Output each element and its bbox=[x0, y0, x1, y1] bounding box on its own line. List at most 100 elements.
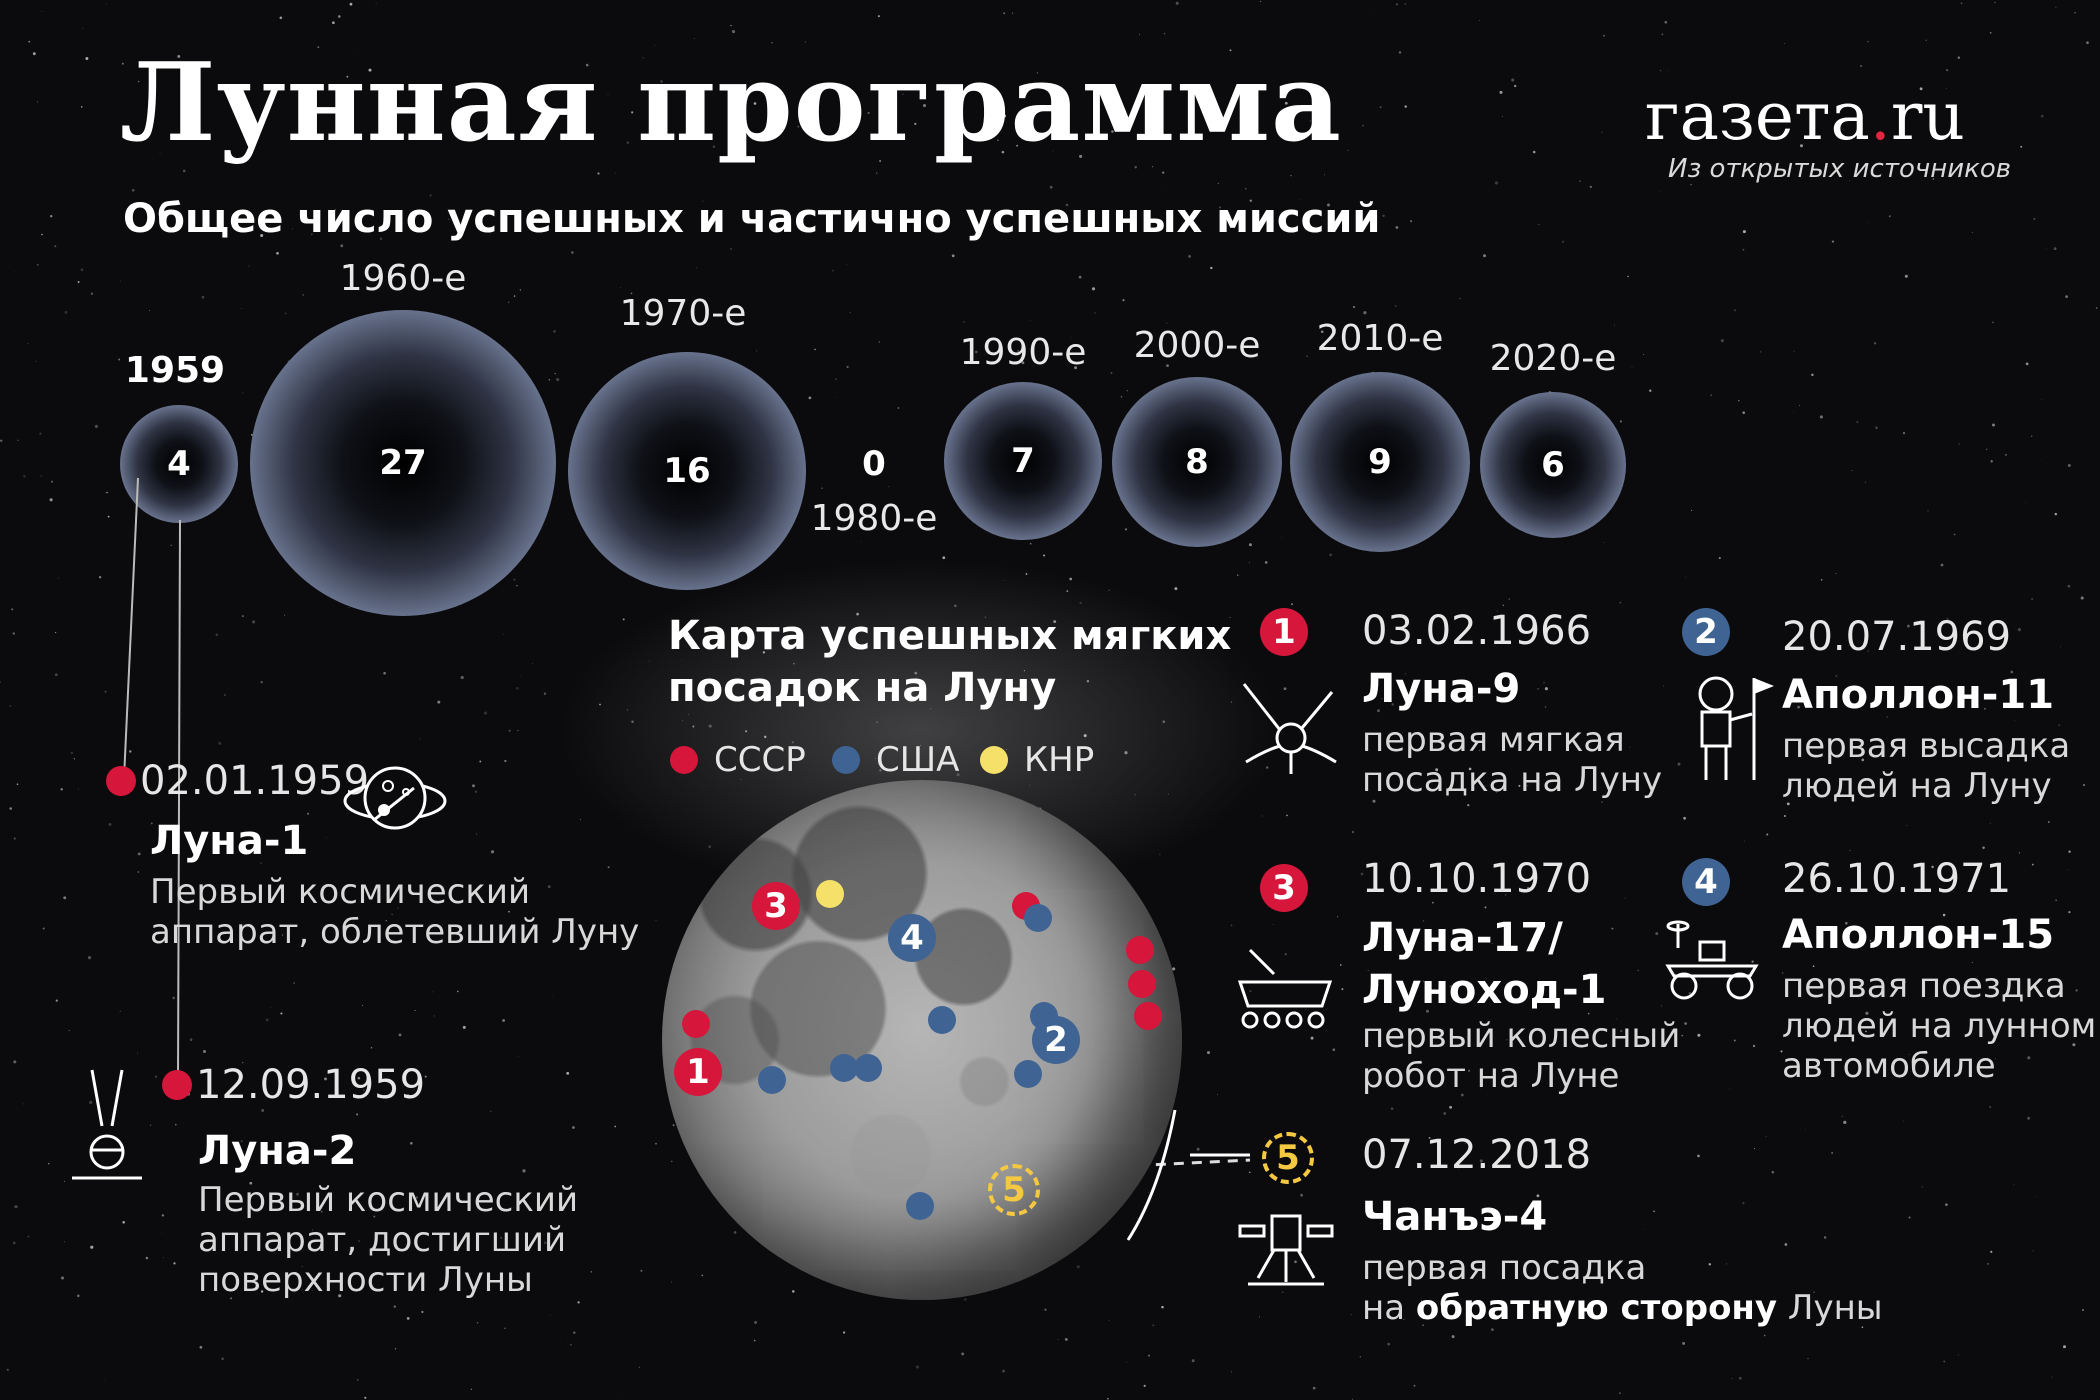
star bbox=[40, 475, 42, 477]
star bbox=[432, 991, 434, 993]
star bbox=[702, 200, 704, 202]
star bbox=[670, 1281, 672, 1283]
star bbox=[182, 169, 186, 173]
star bbox=[119, 280, 121, 282]
star bbox=[87, 956, 92, 960]
star bbox=[0, 439, 3, 442]
star bbox=[504, 1327, 506, 1329]
star bbox=[2018, 852, 2021, 854]
star bbox=[1867, 650, 1869, 652]
star bbox=[2046, 248, 2048, 250]
star bbox=[1543, 682, 1545, 684]
star bbox=[1765, 1135, 1767, 1137]
star bbox=[1057, 1339, 1059, 1341]
legend-china: КНР bbox=[980, 740, 1094, 780]
star bbox=[470, 1388, 473, 1390]
star bbox=[94, 424, 98, 428]
star bbox=[296, 1192, 299, 1196]
star bbox=[1290, 175, 1292, 177]
impact-probe-icon bbox=[72, 1069, 142, 1180]
name-line: Луноход-1 bbox=[1362, 967, 1607, 1013]
landing-dot-usa bbox=[758, 1066, 786, 1094]
star bbox=[23, 1103, 25, 1105]
star bbox=[951, 254, 955, 258]
star bbox=[969, 133, 972, 136]
luna2-dot bbox=[162, 1070, 192, 1100]
badge-2: 2 bbox=[1682, 608, 1730, 656]
star bbox=[1210, 266, 1213, 270]
star bbox=[348, 607, 350, 609]
star bbox=[1953, 533, 1956, 536]
badge-number: 3 bbox=[1272, 868, 1296, 908]
star bbox=[1861, 758, 1865, 762]
star bbox=[1403, 1319, 1405, 1321]
star bbox=[353, 51, 355, 53]
star bbox=[479, 760, 482, 763]
star bbox=[1906, 824, 1908, 826]
star bbox=[188, 103, 192, 106]
star bbox=[1479, 20, 1480, 21]
star bbox=[877, 15, 880, 18]
star bbox=[622, 618, 625, 621]
star bbox=[1992, 423, 1995, 427]
star bbox=[364, 1396, 367, 1399]
change4-desc: первая посадка на обратную сторону Луны bbox=[1362, 1248, 1883, 1328]
star bbox=[1016, 144, 1019, 147]
star bbox=[1537, 688, 1539, 690]
star bbox=[370, 1046, 373, 1049]
star bbox=[997, 139, 999, 141]
map-title-line: посадок на Луну bbox=[668, 665, 1057, 711]
star bbox=[1536, 1194, 1540, 1198]
star bbox=[1422, 980, 1424, 982]
legend-label: СССР bbox=[714, 740, 806, 780]
desc-line: первая посадка bbox=[1362, 1248, 1647, 1288]
star bbox=[1382, 214, 1385, 217]
star bbox=[1782, 972, 1784, 974]
logo-main: газета bbox=[1645, 78, 1870, 155]
decade-label-1960s: 1960-е bbox=[339, 258, 467, 299]
legend-dot bbox=[832, 746, 860, 774]
star bbox=[1108, 1319, 1110, 1321]
star bbox=[199, 1345, 203, 1349]
star bbox=[1659, 69, 1662, 72]
star bbox=[793, 663, 795, 665]
star bbox=[1619, 1392, 1621, 1394]
star bbox=[358, 1240, 360, 1242]
star bbox=[271, 1091, 273, 1093]
star bbox=[1395, 305, 1397, 307]
star bbox=[1733, 309, 1736, 312]
star bbox=[1810, 796, 1812, 798]
star bbox=[1161, 1305, 1164, 1309]
star bbox=[1754, 1148, 1755, 1150]
star bbox=[1720, 339, 1724, 343]
badge-number: 4 bbox=[1694, 862, 1718, 902]
star bbox=[614, 1125, 617, 1128]
star bbox=[397, 907, 399, 909]
star bbox=[1653, 1210, 1655, 1213]
star bbox=[1264, 561, 1268, 564]
star bbox=[373, 1215, 376, 1218]
star bbox=[1987, 1263, 1989, 1265]
star bbox=[1751, 960, 1754, 963]
badge-1: 1 bbox=[1260, 608, 1308, 656]
star bbox=[821, 487, 823, 489]
luna9-desc: первая мягкая посадка на Луну bbox=[1362, 720, 1662, 800]
landing-dot-china bbox=[816, 880, 844, 908]
star bbox=[119, 1010, 121, 1012]
badge-3: 3 bbox=[1260, 864, 1308, 912]
star bbox=[1191, 1359, 1195, 1363]
page-title: Лунная программа bbox=[120, 40, 1342, 166]
star bbox=[1682, 1341, 1686, 1345]
star bbox=[346, 75, 349, 78]
star bbox=[930, 768, 931, 770]
star bbox=[1320, 330, 1324, 334]
star bbox=[193, 133, 196, 136]
star bbox=[173, 1262, 176, 1265]
star bbox=[1079, 154, 1083, 158]
connector-luna2 bbox=[177, 519, 181, 1081]
star bbox=[631, 720, 634, 724]
star bbox=[410, 1142, 413, 1145]
star bbox=[513, 295, 516, 297]
star bbox=[1201, 792, 1203, 794]
star bbox=[1940, 563, 1944, 567]
